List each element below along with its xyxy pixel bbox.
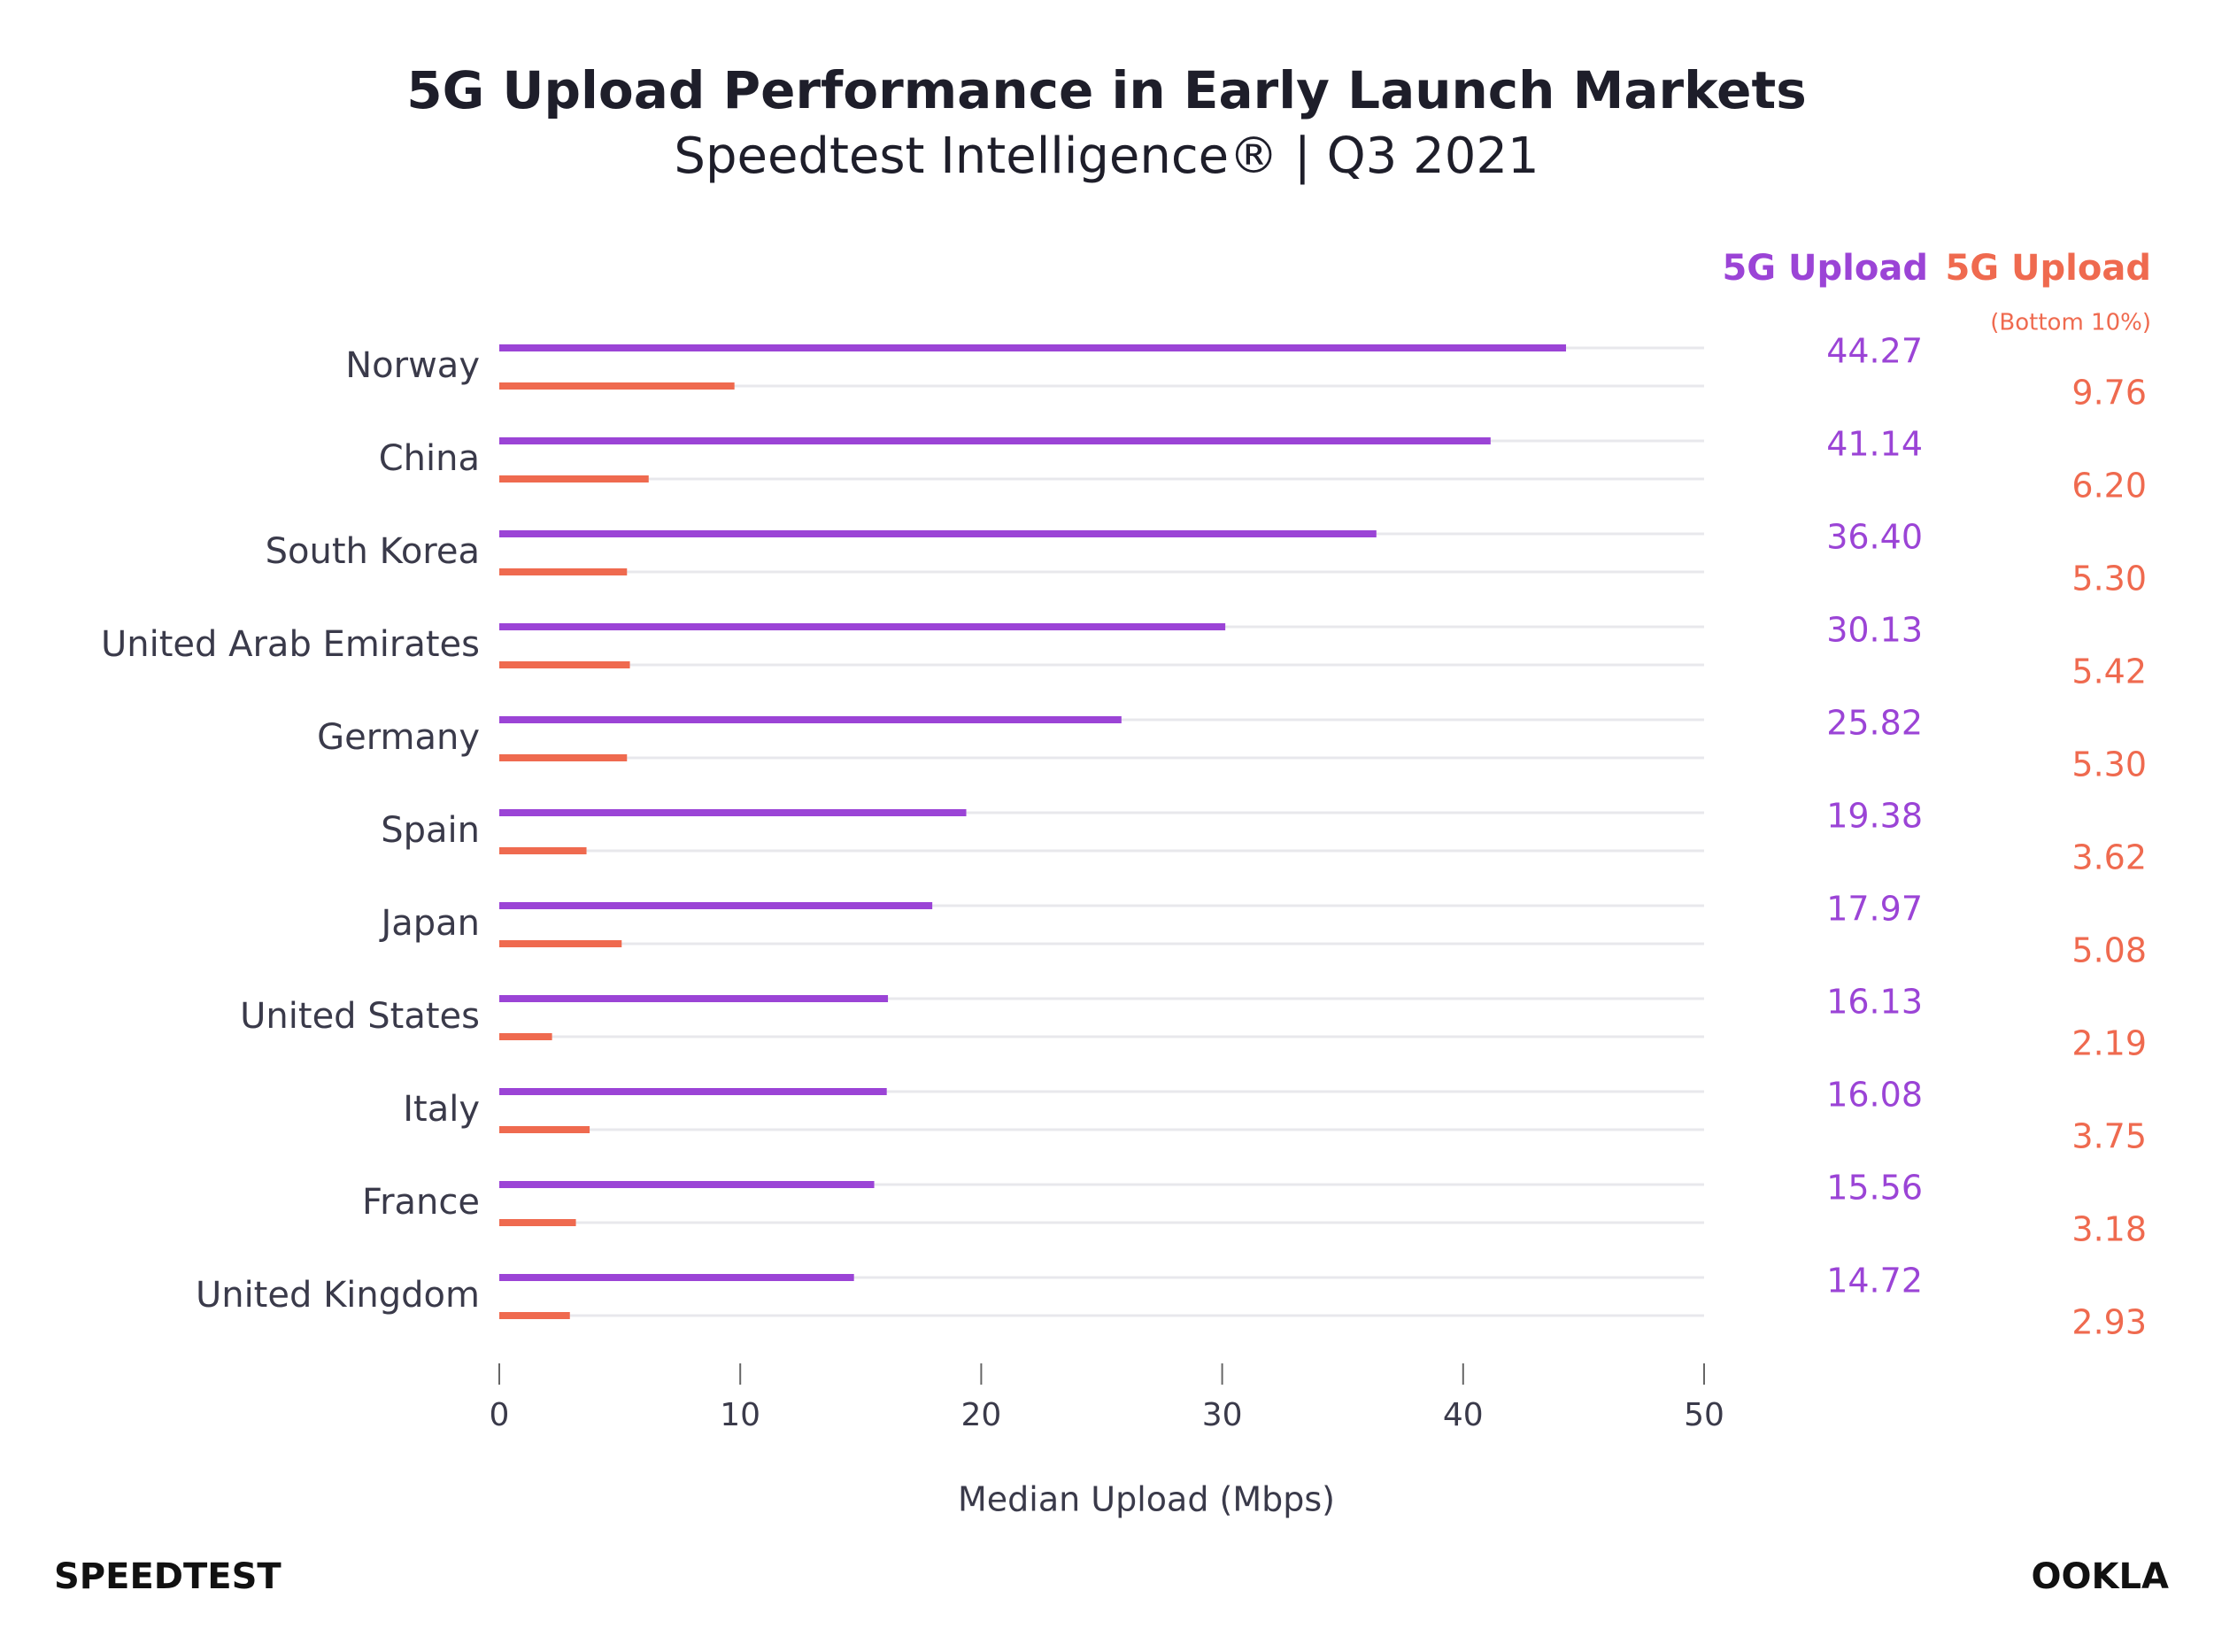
bar (499, 716, 1122, 723)
value-label: 15.56 (1826, 1169, 1923, 1208)
x-axis-label: Median Upload (Mbps) (958, 1480, 1335, 1519)
y-tick-label: South Korea (266, 531, 480, 572)
brand-right: OOKLA (2032, 1556, 2169, 1597)
value-label: 2.19 (2071, 1024, 2147, 1063)
value-label: 30.13 (1826, 611, 1923, 650)
value-label: 3.18 (2071, 1210, 2147, 1249)
legend-note: (Bottom 10%) (1990, 310, 2151, 336)
bar (499, 344, 1567, 351)
bar (499, 754, 628, 761)
bar (499, 902, 933, 909)
y-tick-label: Italy (403, 1089, 480, 1130)
y-tick-label: Japan (378, 903, 480, 944)
y-tick-label: United Arab Emirates (101, 624, 480, 665)
value-label: 41.14 (1826, 425, 1923, 464)
y-tick-label: Norway (345, 345, 480, 386)
bar (499, 1088, 887, 1095)
value-label: 9.76 (2071, 374, 2147, 413)
bar (499, 623, 1226, 630)
y-tick-label: United States (240, 996, 480, 1037)
bar (499, 1219, 576, 1226)
bar (499, 382, 735, 390)
y-tick-label: France (362, 1182, 480, 1223)
bar (499, 847, 587, 854)
bar (499, 1126, 590, 1133)
legend-entry: 5G Upload (1945, 248, 2151, 289)
value-label: 44.27 (1826, 332, 1923, 371)
value-label: 5.42 (2071, 652, 2147, 691)
x-tick-label: 40 (1443, 1397, 1484, 1433)
bar (499, 995, 889, 1002)
x-tick-label: 10 (720, 1397, 760, 1433)
bar (499, 568, 628, 575)
x-tick-label: 0 (490, 1397, 510, 1433)
value-label: 3.62 (2071, 838, 2147, 877)
bar (499, 940, 622, 947)
value-label: 14.72 (1826, 1262, 1923, 1301)
value-label: 16.08 (1826, 1076, 1923, 1115)
y-tick-label: Spain (381, 810, 480, 851)
value-label: 5.08 (2071, 931, 2147, 970)
bar (499, 1274, 854, 1281)
brand-left: SPEEDTEST (54, 1556, 282, 1597)
value-label: 19.38 (1826, 797, 1923, 836)
chart-subtitle: Speedtest Intelligence® | Q3 2021 (674, 127, 1539, 185)
y-tick-label: United Kingdom (196, 1275, 480, 1316)
value-label: 2.93 (2071, 1303, 2147, 1342)
x-tick-label: 50 (1684, 1397, 1724, 1433)
bar (499, 809, 967, 816)
chart-title: 5G Upload Performance in Early Launch Ma… (406, 60, 1806, 120)
bar (499, 1033, 552, 1040)
value-label: 5.30 (2071, 745, 2147, 784)
value-label: 17.97 (1826, 890, 1923, 929)
value-label: 36.40 (1826, 518, 1923, 557)
value-label: 3.75 (2071, 1117, 2147, 1156)
value-label: 5.30 (2071, 560, 2147, 598)
value-label: 6.20 (2071, 467, 2147, 506)
bar (499, 475, 649, 482)
bar (499, 661, 630, 668)
bar (499, 1312, 570, 1319)
bar (499, 1181, 875, 1188)
bar (499, 437, 1491, 444)
legend-entry: 5G Upload (1722, 248, 1928, 289)
y-tick-label: Germany (317, 717, 480, 758)
value-label: 25.82 (1826, 704, 1923, 743)
y-tick-label: China (379, 438, 480, 479)
x-tick-label: 30 (1202, 1397, 1243, 1433)
bar (499, 530, 1377, 537)
x-tick-label: 20 (960, 1397, 1001, 1433)
value-label: 16.13 (1826, 983, 1923, 1022)
